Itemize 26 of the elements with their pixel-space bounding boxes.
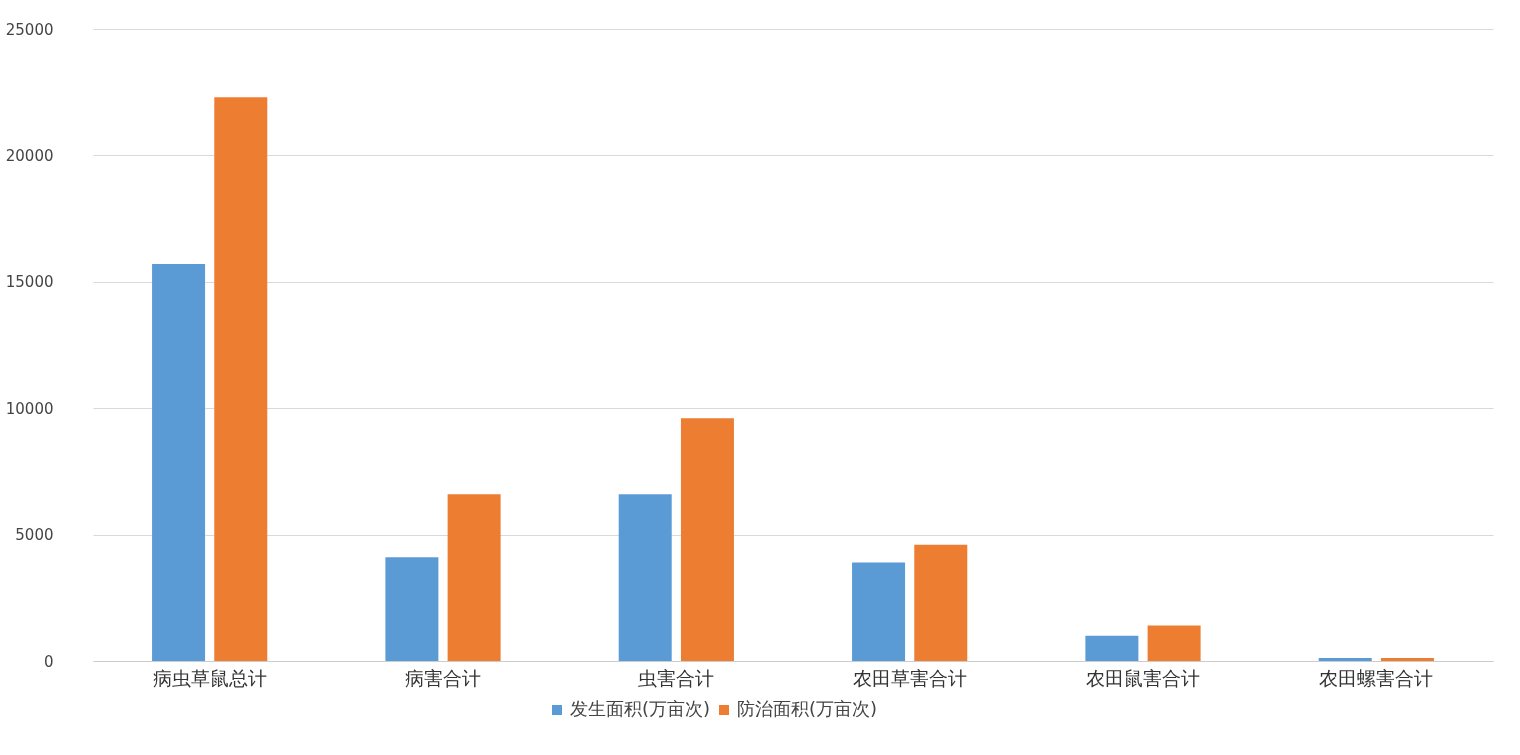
bar	[152, 264, 206, 661]
x-tick-label: 农田草害合计	[852, 666, 967, 689]
bar	[852, 562, 906, 661]
bar	[1318, 657, 1372, 661]
bar	[385, 557, 439, 661]
x-tick-label: 病害合计	[405, 666, 481, 689]
bar	[447, 494, 501, 661]
y-tick-label: 15000	[5, 273, 54, 292]
x-tick-label: 农田螺害合计	[1319, 666, 1434, 689]
x-tick-label: 虫害合计	[638, 666, 715, 689]
y-tick-label: 25000	[5, 20, 54, 39]
legend-label: 发生面积(万亩次)	[570, 698, 711, 719]
bar	[618, 494, 672, 661]
bar	[214, 97, 268, 661]
y-tick-label: 5000	[15, 526, 54, 545]
y-tick-label: 0	[43, 652, 54, 671]
legend-label: 防治面积(万亩次)	[737, 698, 878, 719]
x-tick-label: 病虫草鼠总计	[152, 666, 267, 689]
y-tick-label: 20000	[5, 146, 54, 165]
bar	[680, 418, 734, 661]
bar	[1147, 625, 1201, 661]
bar	[914, 544, 968, 661]
bar	[1380, 657, 1434, 661]
bar	[1085, 635, 1139, 661]
y-tick-label: 10000	[5, 399, 54, 418]
x-tick-label: 农田鼠害合计	[1086, 666, 1200, 689]
